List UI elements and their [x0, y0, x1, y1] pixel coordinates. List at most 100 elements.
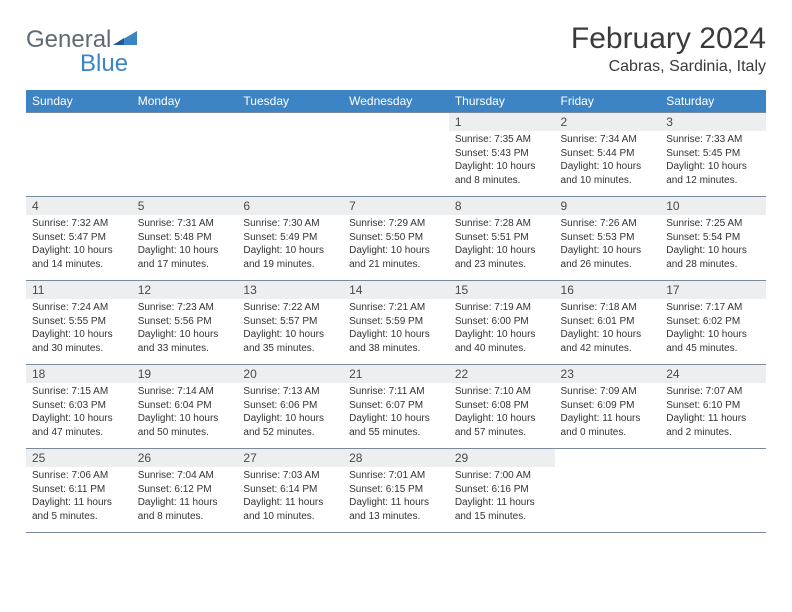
daylight-line: Daylight: 11 hours and 10 minutes. [243, 496, 337, 523]
day-details: Sunrise: 7:17 AMSunset: 6:02 PMDaylight:… [660, 299, 766, 359]
day-header-row: SundayMondayTuesdayWednesdayThursdayFrid… [26, 90, 766, 113]
sunset-line: Sunset: 5:50 PM [349, 231, 443, 245]
sunset-line: Sunset: 6:08 PM [455, 399, 549, 413]
sunrise-line: Sunrise: 7:14 AM [138, 385, 232, 399]
sunset-line: Sunset: 5:59 PM [349, 315, 443, 329]
day-number: 9 [555, 197, 661, 215]
calendar-cell: 21Sunrise: 7:11 AMSunset: 6:07 PMDayligh… [343, 365, 449, 449]
daylight-line: Daylight: 10 hours and 12 minutes. [666, 160, 760, 187]
day-header: Monday [132, 90, 238, 113]
day-number: 27 [237, 449, 343, 467]
calendar-cell: 14Sunrise: 7:21 AMSunset: 5:59 PMDayligh… [343, 281, 449, 365]
sunrise-line: Sunrise: 7:32 AM [32, 217, 126, 231]
sunset-line: Sunset: 5:44 PM [561, 147, 655, 161]
day-header: Thursday [449, 90, 555, 113]
daylight-line: Daylight: 10 hours and 8 minutes. [455, 160, 549, 187]
sunset-line: Sunset: 6:06 PM [243, 399, 337, 413]
day-details: Sunrise: 7:13 AMSunset: 6:06 PMDaylight:… [237, 383, 343, 443]
calendar-cell: 20Sunrise: 7:13 AMSunset: 6:06 PMDayligh… [237, 365, 343, 449]
calendar-cell: 18Sunrise: 7:15 AMSunset: 6:03 PMDayligh… [26, 365, 132, 449]
daylight-line: Daylight: 10 hours and 35 minutes. [243, 328, 337, 355]
calendar-cell-empty [26, 113, 132, 197]
day-number: 28 [343, 449, 449, 467]
day-number: 17 [660, 281, 766, 299]
calendar-week: 25Sunrise: 7:06 AMSunset: 6:11 PMDayligh… [26, 449, 766, 533]
daylight-line: Daylight: 11 hours and 0 minutes. [561, 412, 655, 439]
daylight-line: Daylight: 10 hours and 33 minutes. [138, 328, 232, 355]
day-number: 11 [26, 281, 132, 299]
daylight-line: Daylight: 10 hours and 30 minutes. [32, 328, 126, 355]
calendar-cell: 10Sunrise: 7:25 AMSunset: 5:54 PMDayligh… [660, 197, 766, 281]
daylight-line: Daylight: 10 hours and 17 minutes. [138, 244, 232, 271]
sunrise-line: Sunrise: 7:35 AM [455, 133, 549, 147]
daylight-line: Daylight: 10 hours and 28 minutes. [666, 244, 760, 271]
day-details: Sunrise: 7:06 AMSunset: 6:11 PMDaylight:… [26, 467, 132, 527]
day-number: 5 [132, 197, 238, 215]
day-number: 29 [449, 449, 555, 467]
day-number: 1 [449, 113, 555, 131]
day-details: Sunrise: 7:15 AMSunset: 6:03 PMDaylight:… [26, 383, 132, 443]
sunrise-line: Sunrise: 7:06 AM [32, 469, 126, 483]
daylight-line: Daylight: 11 hours and 13 minutes. [349, 496, 443, 523]
calendar-cell-empty [132, 113, 238, 197]
day-number: 16 [555, 281, 661, 299]
day-number: 22 [449, 365, 555, 383]
sunrise-line: Sunrise: 7:29 AM [349, 217, 443, 231]
daylight-line: Daylight: 10 hours and 14 minutes. [32, 244, 126, 271]
calendar-cell: 2Sunrise: 7:34 AMSunset: 5:44 PMDaylight… [555, 113, 661, 197]
calendar-cell: 1Sunrise: 7:35 AMSunset: 5:43 PMDaylight… [449, 113, 555, 197]
calendar-week: 11Sunrise: 7:24 AMSunset: 5:55 PMDayligh… [26, 281, 766, 365]
sunrise-line: Sunrise: 7:31 AM [138, 217, 232, 231]
sunrise-line: Sunrise: 7:33 AM [666, 133, 760, 147]
sunset-line: Sunset: 6:09 PM [561, 399, 655, 413]
sunrise-line: Sunrise: 7:01 AM [349, 469, 443, 483]
day-details: Sunrise: 7:32 AMSunset: 5:47 PMDaylight:… [26, 215, 132, 275]
day-number: 14 [343, 281, 449, 299]
calendar-cell: 6Sunrise: 7:30 AMSunset: 5:49 PMDaylight… [237, 197, 343, 281]
sunset-line: Sunset: 6:12 PM [138, 483, 232, 497]
sunset-line: Sunset: 5:49 PM [243, 231, 337, 245]
daylight-line: Daylight: 10 hours and 19 minutes. [243, 244, 337, 271]
day-number: 2 [555, 113, 661, 131]
day-details: Sunrise: 7:03 AMSunset: 6:14 PMDaylight:… [237, 467, 343, 527]
month-title: February 2024 [571, 22, 766, 56]
sunset-line: Sunset: 5:57 PM [243, 315, 337, 329]
daylight-line: Daylight: 10 hours and 10 minutes. [561, 160, 655, 187]
calendar-cell: 5Sunrise: 7:31 AMSunset: 5:48 PMDaylight… [132, 197, 238, 281]
sunset-line: Sunset: 5:56 PM [138, 315, 232, 329]
day-number: 19 [132, 365, 238, 383]
day-details: Sunrise: 7:07 AMSunset: 6:10 PMDaylight:… [660, 383, 766, 443]
day-details: Sunrise: 7:34 AMSunset: 5:44 PMDaylight:… [555, 131, 661, 191]
logo-blue: Blue [80, 50, 128, 77]
sunrise-line: Sunrise: 7:22 AM [243, 301, 337, 315]
sunset-line: Sunset: 6:16 PM [455, 483, 549, 497]
calendar-table: SundayMondayTuesdayWednesdayThursdayFrid… [26, 90, 766, 533]
sunset-line: Sunset: 5:47 PM [32, 231, 126, 245]
calendar-cell: 9Sunrise: 7:26 AMSunset: 5:53 PMDaylight… [555, 197, 661, 281]
day-details: Sunrise: 7:18 AMSunset: 6:01 PMDaylight:… [555, 299, 661, 359]
sunrise-line: Sunrise: 7:28 AM [455, 217, 549, 231]
daylight-line: Daylight: 11 hours and 15 minutes. [455, 496, 549, 523]
day-number: 7 [343, 197, 449, 215]
calendar-cell-empty [660, 449, 766, 533]
calendar-week: 4Sunrise: 7:32 AMSunset: 5:47 PMDaylight… [26, 197, 766, 281]
day-number: 23 [555, 365, 661, 383]
daylight-line: Daylight: 10 hours and 38 minutes. [349, 328, 443, 355]
day-number: 3 [660, 113, 766, 131]
day-header: Sunday [26, 90, 132, 113]
day-details: Sunrise: 7:09 AMSunset: 6:09 PMDaylight:… [555, 383, 661, 443]
daylight-line: Daylight: 10 hours and 47 minutes. [32, 412, 126, 439]
day-details: Sunrise: 7:19 AMSunset: 6:00 PMDaylight:… [449, 299, 555, 359]
daylight-line: Daylight: 10 hours and 52 minutes. [243, 412, 337, 439]
sunrise-line: Sunrise: 7:23 AM [138, 301, 232, 315]
day-details: Sunrise: 7:21 AMSunset: 5:59 PMDaylight:… [343, 299, 449, 359]
daylight-line: Daylight: 10 hours and 42 minutes. [561, 328, 655, 355]
sunrise-line: Sunrise: 7:21 AM [349, 301, 443, 315]
daylight-line: Daylight: 11 hours and 8 minutes. [138, 496, 232, 523]
sunrise-line: Sunrise: 7:07 AM [666, 385, 760, 399]
calendar-cell-empty [555, 449, 661, 533]
calendar-cell: 29Sunrise: 7:00 AMSunset: 6:16 PMDayligh… [449, 449, 555, 533]
logo-triangle-icon [113, 28, 137, 52]
calendar-cell: 13Sunrise: 7:22 AMSunset: 5:57 PMDayligh… [237, 281, 343, 365]
calendar-cell: 7Sunrise: 7:29 AMSunset: 5:50 PMDaylight… [343, 197, 449, 281]
